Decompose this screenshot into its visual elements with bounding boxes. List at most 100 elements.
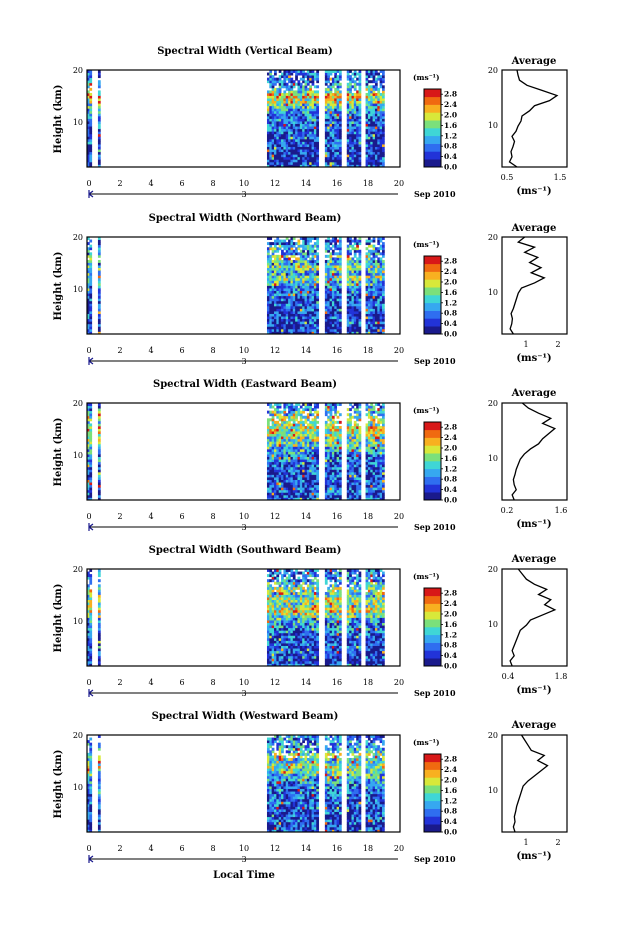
heatmap-cell: [311, 479, 315, 483]
heatmap-cell: [374, 466, 378, 470]
heatmap-cell: [334, 159, 338, 163]
heatmap-cell: [271, 154, 275, 158]
heatmap-cell: [278, 100, 282, 104]
heatmap-cell: [379, 290, 383, 294]
heatmap-cell: [269, 318, 273, 322]
heatmap-cell: [276, 494, 280, 498]
x-tick-label: 14: [301, 346, 311, 355]
heatmap-cell: [379, 328, 383, 332]
heatmap-cell: [336, 403, 340, 406]
heatmap-cell: [374, 477, 378, 480]
heatmap-cell: [358, 497, 362, 501]
heatmap-cell: [370, 285, 374, 289]
heatmap-cell: [329, 87, 333, 91]
heatmap-cell: [290, 90, 294, 94]
heatmap-cell: [329, 418, 333, 422]
heatmap-cell: [331, 115, 335, 119]
heatmap-cell: [266, 265, 270, 269]
heatmap-cell: [288, 136, 291, 140]
heatmap-cell: [370, 288, 374, 291]
heatmap-cell: [329, 410, 333, 414]
heatmap-cell: [327, 410, 330, 414]
heatmap-cell: [316, 154, 320, 158]
heatmap-cell: [278, 280, 282, 284]
heatmap-cell: [349, 121, 352, 124]
heatmap-cell: [327, 431, 330, 435]
heatmap-cell: [316, 326, 320, 330]
heatmap-cell: [295, 303, 298, 307]
heatmap-cell: [334, 70, 338, 73]
heatmap-cell: [349, 108, 352, 112]
heatmap-cell: [288, 436, 291, 440]
heatmap-cell: [329, 438, 333, 442]
heatmap-cell: [266, 164, 270, 168]
heatmap-cell: [274, 141, 277, 145]
heatmap-cell: [269, 298, 273, 302]
heatmap-cell: [274, 280, 277, 284]
heatmap-cell: [278, 477, 282, 480]
heatmap-cell: [331, 487, 335, 491]
heatmap-cell: [338, 118, 342, 122]
heatmap-cell: [379, 267, 383, 271]
heatmap-cell: [89, 418, 93, 422]
heatmap-cell: [367, 446, 371, 450]
heatmap-cell: [372, 423, 376, 427]
heatmap-cell: [338, 413, 342, 417]
colorbar-swatch: [424, 295, 441, 304]
heatmap-cell: [313, 482, 317, 486]
heatmap-cell: [372, 431, 376, 435]
heatmap-cell: [367, 149, 371, 153]
heatmap-cell: [271, 133, 275, 137]
heatmap-cell: [336, 431, 340, 435]
heatmap-cell: [311, 95, 315, 99]
heatmap-cell: [309, 133, 312, 137]
heatmap-cell: [374, 105, 378, 109]
heatmap-cell: [278, 431, 282, 435]
heatmap-cell: [299, 443, 303, 447]
heatmap-cell: [351, 415, 355, 419]
heatmap-cell: [334, 237, 338, 240]
heatmap-cell: [313, 133, 317, 137]
heatmap-cell: [379, 469, 383, 473]
heatmap-cell: [356, 428, 359, 432]
heatmap-cell: [309, 154, 312, 158]
heatmap-cell: [316, 72, 320, 76]
heatmap-cell: [372, 249, 376, 253]
heatmap-cell: [327, 254, 330, 258]
heatmap-cell: [367, 466, 371, 470]
heatmap-cell: [302, 92, 305, 96]
heatmap-cell: [365, 497, 369, 501]
heatmap-cell: [367, 293, 371, 297]
heatmap-cell: [271, 461, 275, 465]
heatmap-cell: [324, 75, 328, 79]
heatmap-cell: [351, 272, 355, 276]
heatmap-cell: [266, 446, 270, 450]
heatmap-cell: [302, 131, 305, 135]
heatmap-cell: [295, 164, 298, 168]
heatmap-cell: [87, 456, 90, 460]
heatmap-cell: [331, 265, 335, 269]
heatmap-cell: [283, 149, 287, 153]
heatmap-cell: [266, 103, 270, 107]
heatmap-cell: [316, 151, 320, 155]
heatmap-cell: [353, 474, 357, 478]
heatmap-cell: [285, 247, 289, 251]
heatmap-cell: [269, 492, 273, 496]
heatmap-cell: [356, 144, 359, 147]
heatmap-cell: [299, 288, 303, 291]
heatmap-cell: [377, 131, 381, 135]
heatmap-cell: [290, 113, 294, 117]
heatmap-cell: [302, 146, 305, 150]
heatmap-cell: [304, 282, 308, 286]
heatmap-cell: [367, 275, 371, 279]
heatmap-cell: [370, 282, 374, 286]
heatmap-cell: [353, 144, 357, 147]
heatmap-cell: [271, 428, 275, 432]
heatmap-cell: [306, 80, 310, 84]
x-tick-label: 12: [270, 179, 280, 188]
heatmap-cell: [336, 121, 340, 124]
y-tick-label: 20: [73, 66, 83, 75]
heatmap-cell: [271, 77, 275, 81]
heatmap-cell: [278, 471, 282, 475]
heatmap-cell: [358, 477, 362, 480]
